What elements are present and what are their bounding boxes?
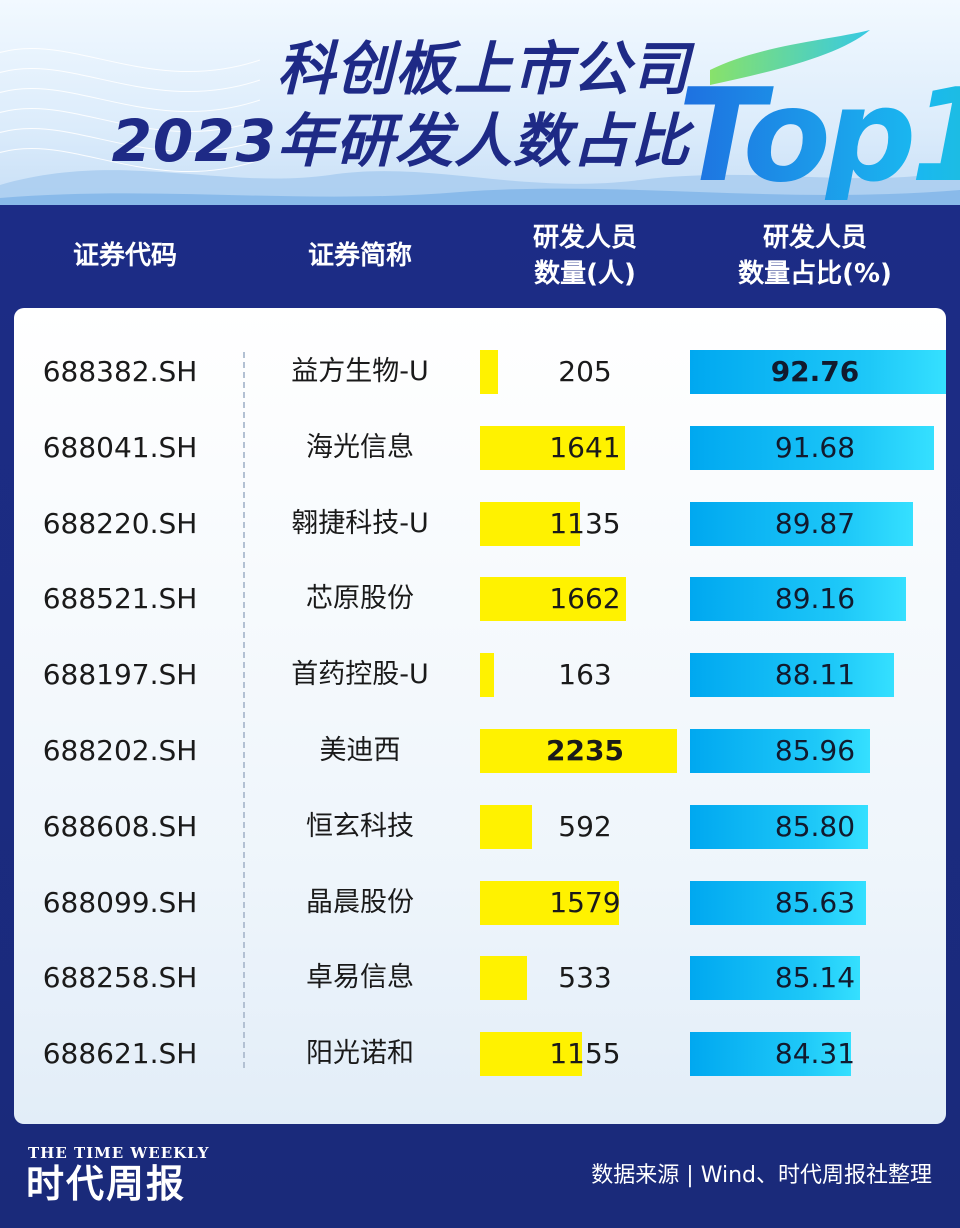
cell-count: 205	[558, 355, 612, 388]
cell-pct: 84.31	[774, 1037, 856, 1071]
header-pct: 研发人员 数量占比(%)	[700, 220, 930, 292]
cell-count: 163	[558, 658, 612, 692]
table-row: 688521.SH 芯原股份 1662 89.16	[0, 577, 960, 622]
cell-code: 688220.SH	[42, 506, 198, 540]
cell-name: 首药控股-U	[291, 659, 429, 691]
table-row: 688220.SH 翱捷科技-U 1135 89.87	[0, 501, 960, 546]
table-row: 688202.SH 美迪西 2235 85.96	[0, 729, 960, 773]
cell-pct: 85.63	[774, 885, 856, 919]
cell-pct: 85.96	[774, 734, 856, 767]
count-bar	[480, 880, 619, 925]
table-row: 688621.SH 阳光诺和 1155 84.31	[0, 1032, 960, 1077]
cell-code: 688099.SH	[42, 885, 198, 919]
cell-code: 688521.SH	[42, 582, 198, 616]
header-count-line1: 研发人员	[532, 223, 637, 253]
cell-code: 688621.SH	[42, 1037, 198, 1071]
count-bar	[480, 425, 625, 470]
cell-pct: 89.87	[774, 506, 856, 540]
pct-bar	[690, 880, 866, 925]
count-bar	[480, 1032, 582, 1077]
cell-count: 2235	[546, 734, 624, 767]
pct-bar	[690, 1032, 851, 1077]
pct-bar	[690, 956, 860, 1001]
cell-name: 晶晨股份	[306, 886, 414, 918]
cell-code: 688258.SH	[42, 961, 198, 995]
pct-bar	[690, 577, 906, 622]
cell-pct: 91.68	[774, 430, 856, 464]
brand-english: THE TIME WEEKLY	[28, 1144, 210, 1162]
count-bar	[480, 577, 626, 622]
cell-code: 688202.SH	[42, 734, 198, 767]
cell-name: 益方生物-U	[291, 356, 429, 387]
pct-bar	[690, 804, 868, 849]
table-row: 688382.SH 益方生物-U 205 92.76	[0, 350, 960, 394]
cell-name: 芯原股份	[306, 583, 414, 615]
count-bar	[480, 804, 532, 849]
cell-name: 恒玄科技	[306, 810, 414, 842]
cell-code: 688608.SH	[42, 809, 198, 843]
cell-name: 阳光诺和	[306, 1038, 414, 1070]
table-row: 688608.SH 恒玄科技 592 85.80	[0, 804, 960, 849]
cell-count: 1641	[549, 430, 621, 464]
data-source: 数据来源 | Wind、时代周报社整理	[591, 1163, 932, 1188]
header-name: 证券简称	[307, 241, 412, 271]
cell-code: 688382.SH	[42, 355, 198, 388]
top10-text: Top10	[678, 62, 960, 200]
count-bar	[480, 350, 498, 394]
cell-name: 翱捷科技-U	[291, 507, 429, 539]
cell-count: 1579	[549, 885, 621, 919]
cell-count: 1155	[549, 1037, 621, 1071]
cell-pct: 85.14	[774, 961, 856, 995]
wave-decoration	[0, 47, 960, 210]
table-row: 688099.SH 晶晨股份 1579 85.63	[0, 880, 960, 925]
cell-name: 卓易信息	[306, 962, 414, 994]
header-count: 研发人员 数量(人)	[490, 220, 680, 292]
header-pct-line1: 研发人员	[762, 223, 867, 253]
table-row: 688041.SH 海光信息 1641 91.68	[0, 425, 960, 470]
table-row: 688197.SH 首药控股-U 163 88.11	[0, 653, 960, 698]
table-row: 688258.SH 卓易信息 533 85.14	[0, 956, 960, 1001]
pct-bar	[690, 425, 934, 470]
cell-count: 1662	[549, 582, 621, 616]
column-divider	[243, 352, 245, 1068]
title-line-1: 科创板上市公司	[276, 35, 690, 103]
cell-code: 688197.SH	[42, 658, 198, 692]
cell-count: 533	[558, 961, 612, 995]
pct-bar	[690, 653, 894, 698]
cell-pct: 92.76	[770, 355, 860, 388]
cell-count: 1135	[549, 506, 621, 540]
cell-pct: 85.80	[774, 809, 856, 843]
cell-pct: 89.16	[774, 582, 856, 616]
pct-bar	[690, 501, 913, 546]
cell-pct: 88.11	[774, 658, 856, 692]
count-bar	[480, 653, 494, 698]
hero-banner: 科创板上市公司 2023年研发人数占比 Top10	[0, 0, 960, 210]
count-bar	[480, 729, 677, 773]
count-bar	[480, 956, 527, 1001]
header-pct-line2: 数量占比(%)	[738, 259, 892, 289]
top10-badge: Top10	[678, 30, 960, 200]
cell-name: 美迪西	[319, 735, 401, 766]
count-bar	[480, 501, 580, 546]
cell-count: 592	[558, 809, 612, 843]
pct-bar	[690, 350, 946, 394]
cell-name: 海光信息	[306, 431, 414, 463]
title-line-2: 2023年研发人数占比	[111, 107, 690, 175]
pct-bar	[690, 729, 870, 773]
cell-code: 688041.SH	[42, 430, 198, 464]
brand-logo: 时代周报	[26, 1162, 187, 1206]
header-count-line2: 数量(人)	[534, 259, 636, 289]
header-code: 证券代码	[72, 241, 177, 271]
